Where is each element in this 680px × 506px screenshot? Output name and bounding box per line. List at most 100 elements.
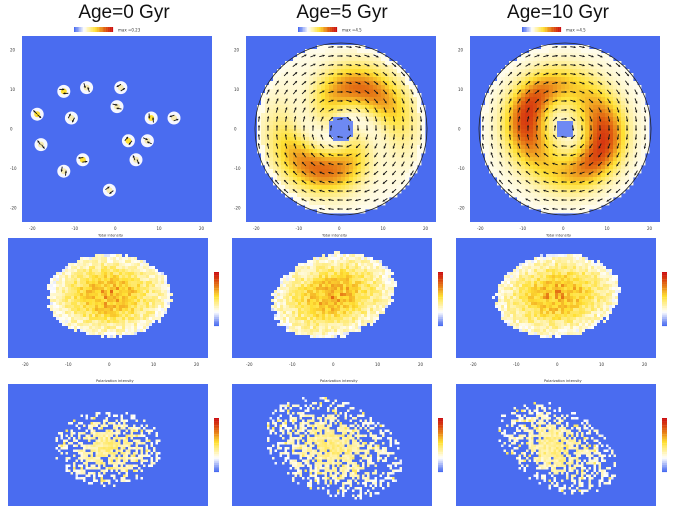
- field-cell: [393, 121, 398, 126]
- field-cell: [569, 105, 574, 110]
- field-cell: [301, 165, 306, 170]
- field-cell: [405, 117, 410, 122]
- field-cell: [641, 113, 646, 118]
- field-cell: [405, 137, 410, 142]
- field-cell: [401, 113, 406, 118]
- intensity-cell: [128, 287, 131, 290]
- field-cell: [405, 149, 410, 154]
- field-cell: [585, 153, 590, 158]
- field-cell: [265, 149, 270, 154]
- intensity-cell: [128, 275, 131, 278]
- field-cell: [265, 105, 270, 110]
- field-cell: [349, 197, 354, 202]
- field-cell: [361, 49, 366, 54]
- x-tick-label: -10: [520, 226, 527, 231]
- velocity-vector-head: [555, 72, 558, 75]
- intensity-cell: [65, 266, 68, 269]
- field-cell: [621, 145, 626, 150]
- intensity-cell: [53, 314, 56, 317]
- intensity-cell: [68, 263, 71, 266]
- star-clump-core: [106, 187, 113, 194]
- velocity-vector-head: [337, 162, 340, 166]
- intensity-cell: [104, 302, 107, 305]
- field-cell: [377, 157, 382, 162]
- field-cell: [525, 173, 530, 178]
- velocity-vector-head: [571, 128, 575, 131]
- velocity-vector-head: [383, 163, 386, 167]
- intensity-cell: [65, 317, 68, 320]
- field-cell: [269, 137, 274, 142]
- field-cell: [569, 193, 574, 198]
- intensity-cell: [95, 278, 98, 281]
- intensity-cell: [95, 302, 98, 305]
- field-cell: [609, 137, 614, 142]
- intensity-cell: [125, 311, 128, 314]
- velocity-vector-head: [606, 199, 609, 202]
- field-cell: [341, 117, 346, 122]
- intensity-cell: [113, 257, 116, 260]
- field-cell: [549, 193, 554, 198]
- intensity-cell: [59, 299, 62, 302]
- field-cell: [389, 185, 394, 190]
- field-cell: [613, 129, 618, 134]
- field-cell: [285, 165, 290, 170]
- field-cell: [349, 157, 354, 162]
- field-cell: [629, 129, 634, 134]
- field-cell: [569, 177, 574, 182]
- field-cell: [521, 109, 526, 114]
- field-cell: [369, 105, 374, 110]
- intensity-cell: [125, 293, 128, 296]
- field-cell: [585, 173, 590, 178]
- field-cell: [409, 141, 414, 146]
- field-cell: [625, 169, 630, 174]
- field-cell: [345, 169, 350, 174]
- field-cell: [281, 81, 286, 86]
- intensity-cell: [158, 302, 161, 305]
- field-cell: [353, 133, 358, 138]
- intensity-cell: [116, 329, 119, 332]
- velocity-vector-head: [319, 153, 322, 156]
- field-cell: [265, 129, 270, 134]
- field-cell: [285, 65, 290, 70]
- field-cell: [585, 157, 590, 162]
- field-cell: [629, 169, 634, 174]
- intensity-cell: [101, 290, 104, 293]
- field-cell: [301, 73, 306, 78]
- intensity-cell: [65, 305, 68, 308]
- field-cell: [305, 121, 310, 126]
- intensity-cell: [161, 314, 164, 317]
- field-cell: [361, 161, 366, 166]
- field-cell: [545, 209, 550, 214]
- intensity-cell: [89, 266, 92, 269]
- velocity-vector-head: [267, 89, 270, 92]
- field-cell: [577, 109, 582, 114]
- field-cell: [545, 193, 550, 198]
- field-cell: [305, 81, 310, 86]
- velocity-vector-head: [328, 162, 331, 165]
- velocity-vector-head: [626, 119, 629, 122]
- field-cell: [629, 173, 634, 178]
- field-cell: [381, 177, 386, 182]
- intensity-cell: [80, 320, 83, 323]
- field-cell: [361, 181, 366, 186]
- velocity-vector-head: [635, 110, 638, 113]
- velocity-vector-head: [322, 72, 325, 75]
- field-cell: [533, 133, 538, 138]
- intensity-cell: [89, 287, 92, 290]
- field-cell: [293, 169, 298, 174]
- intensity-cell: [110, 281, 113, 284]
- field-cell: [561, 109, 566, 114]
- field-cell: [317, 105, 322, 110]
- intensity-cell: [71, 272, 74, 275]
- column-title-age-0: Age=0 Gyr: [78, 2, 170, 23]
- intensity-cell: [71, 290, 74, 293]
- velocity-vector-head: [37, 140, 40, 143]
- field-cell: [509, 105, 514, 110]
- intensity-cell: [152, 296, 155, 299]
- field-cell: [377, 133, 382, 138]
- field-cell: [553, 149, 558, 154]
- velocity-vector-head: [582, 100, 585, 103]
- field-cell: [353, 197, 358, 202]
- field-cell: [301, 129, 306, 134]
- field-cell: [297, 173, 302, 178]
